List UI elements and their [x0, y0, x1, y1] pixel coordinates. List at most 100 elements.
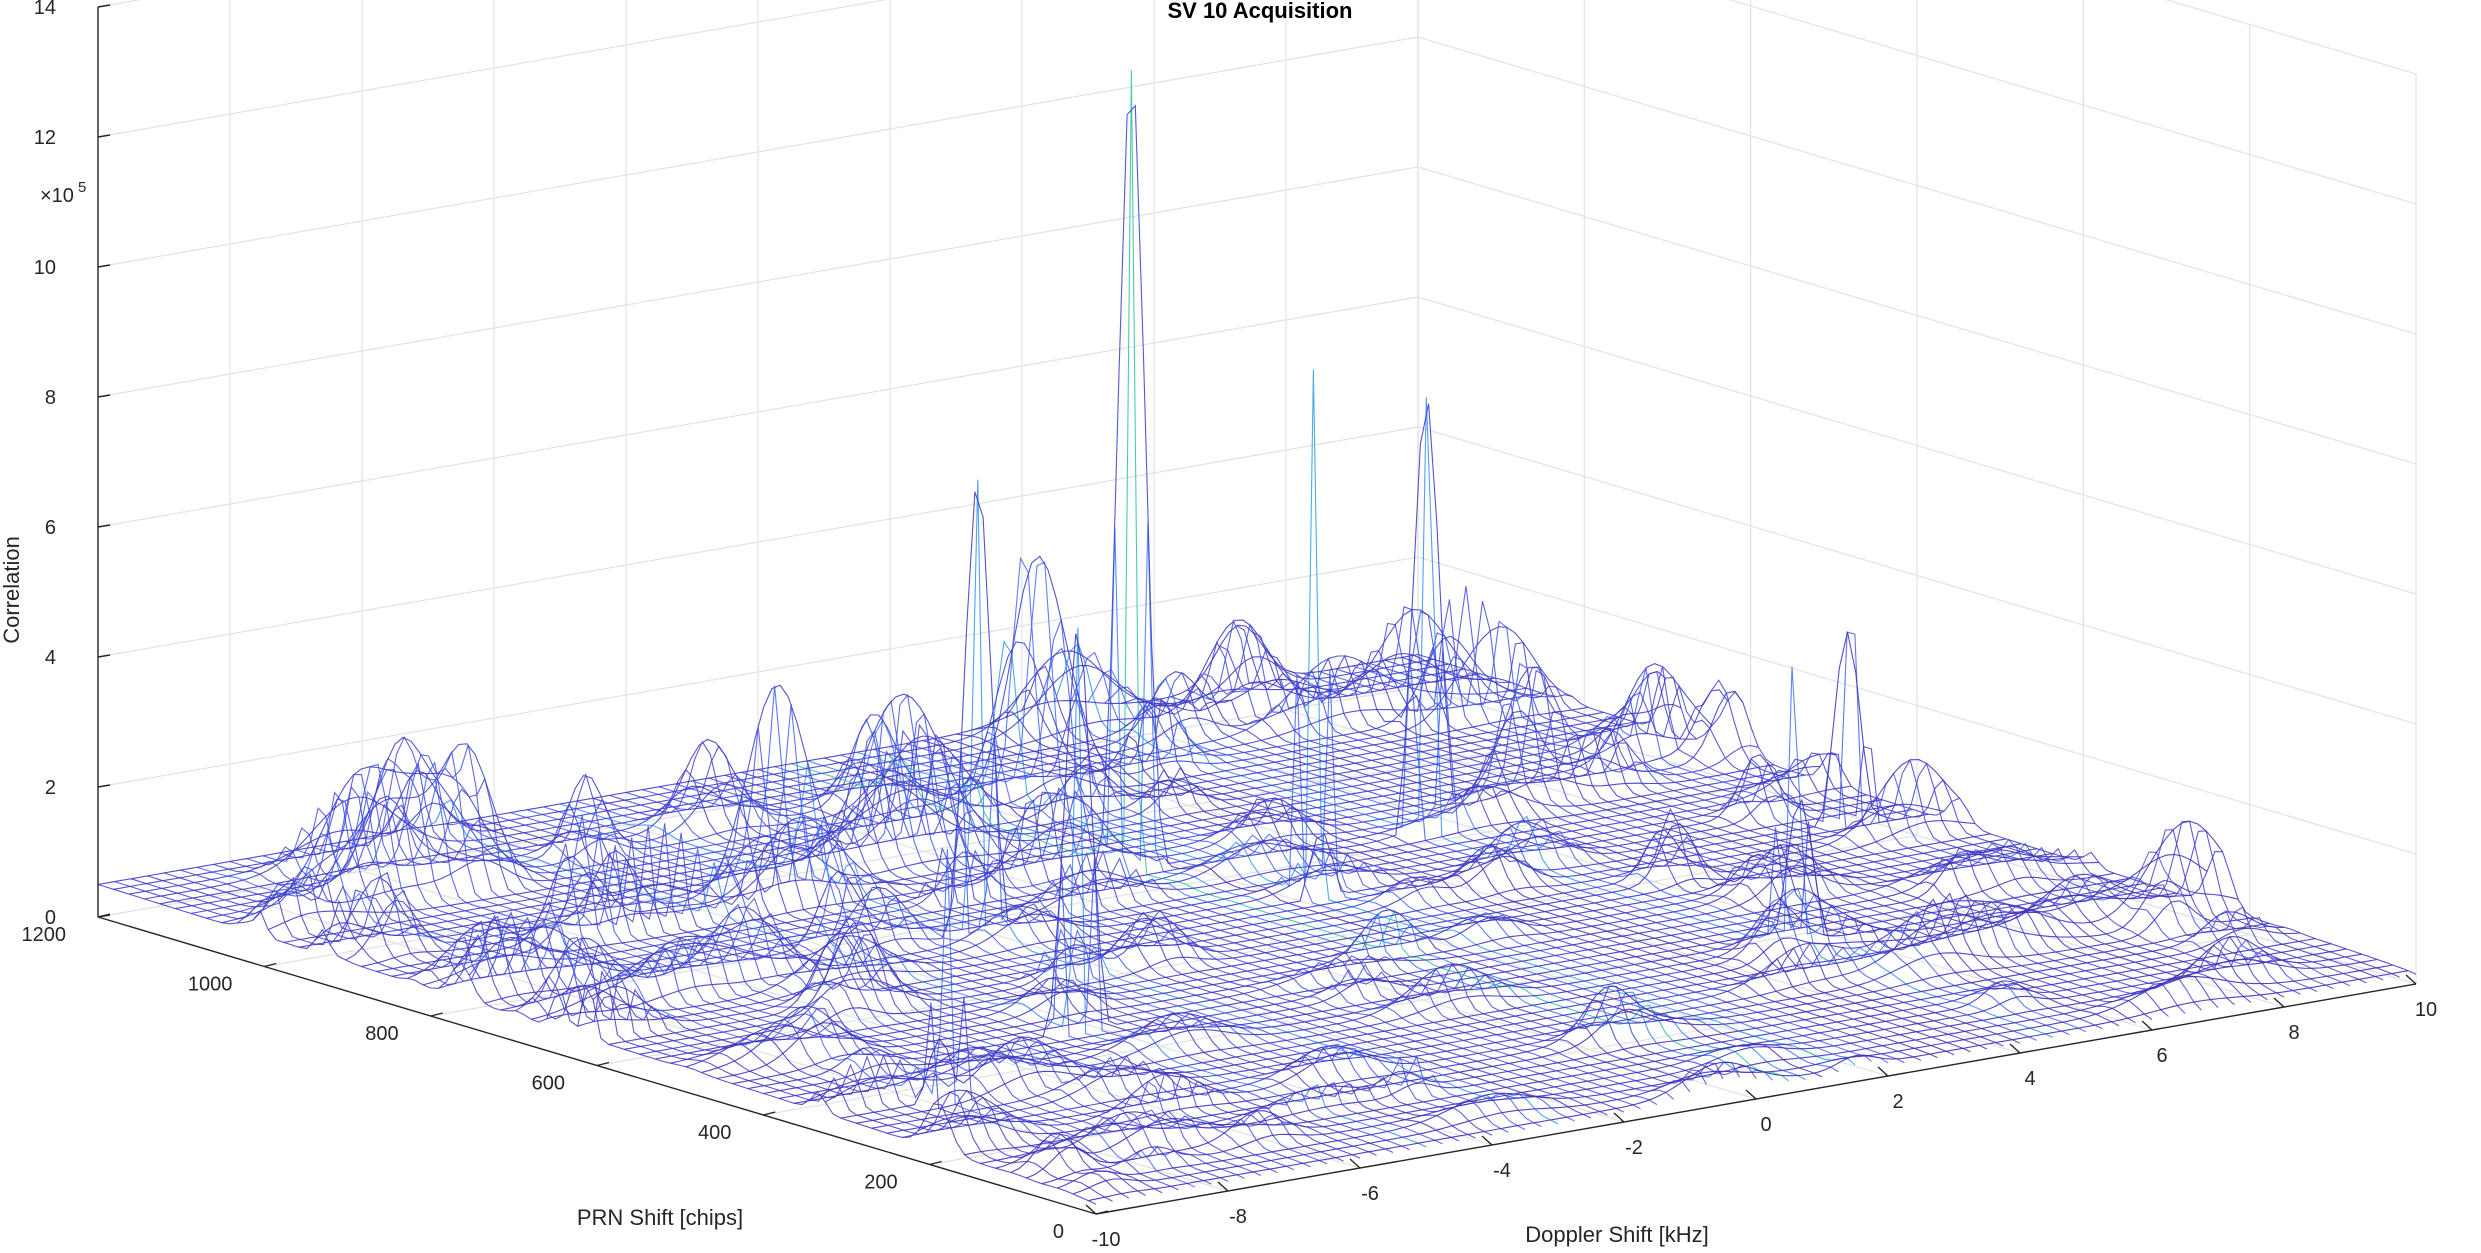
mesh-line-prn — [1041, 935, 2362, 1185]
doppler-tick-label: 0 — [1760, 1114, 1771, 1136]
mesh-line-prn — [515, 491, 1836, 1012]
mesh-line-doppler — [394, 761, 1394, 1154]
mesh-line-doppler — [1401, 656, 2400, 978]
mesh-line-prn — [221, 692, 1542, 924]
doppler-tick-label: 2 — [1892, 1091, 1903, 1113]
prn-tick-mark — [97, 913, 111, 918]
mesh-line-prn — [871, 873, 2192, 1129]
mesh-line-prn — [964, 911, 2285, 1156]
mesh-line-prn — [376, 733, 1697, 972]
doppler-tick-mark — [1217, 1181, 1229, 1192]
mesh-line-doppler — [906, 619, 1905, 1064]
mesh-line-doppler — [807, 521, 1806, 1081]
grid-line — [1417, 556, 2417, 855]
mesh-line-prn — [113, 650, 1434, 890]
mesh-line-doppler — [246, 763, 1245, 1179]
mesh-line-prn — [391, 663, 1713, 977]
mesh-line-prn — [468, 403, 1790, 976]
prn-tick-label: 400 — [698, 1122, 731, 1144]
mesh-line-doppler — [1070, 648, 2070, 1036]
mesh-line-prn — [500, 765, 1821, 1011]
mesh-line-doppler — [345, 777, 1344, 1162]
z-tick-label: 4 — [45, 647, 56, 669]
mesh-line-doppler — [1417, 653, 2417, 975]
mesh-line-doppler — [229, 773, 1229, 1182]
doppler-tick-label: 10 — [2415, 999, 2437, 1021]
mesh-line-doppler — [114, 881, 1113, 1202]
grid-line — [1728, 0, 2417, 205]
mesh-line-doppler — [625, 745, 1625, 1113]
z-tick-label: 8 — [45, 387, 56, 409]
mesh-line-prn — [1088, 970, 2409, 1202]
grid-line — [1417, 426, 2417, 725]
mesh-line-prn — [670, 833, 1991, 1064]
doppler-tick-label: -10 — [1092, 1229, 1121, 1251]
mesh-line-prn — [995, 938, 2316, 1169]
mesh-line-prn — [453, 764, 1774, 970]
grid-line — [1417, 296, 2417, 595]
prn-tick-mark — [763, 1111, 776, 1116]
mesh-line-prn — [236, 635, 1558, 924]
mesh-line-prn — [190, 609, 1511, 914]
chart-title: SV 10 Acquisition — [1167, 0, 1352, 23]
mesh-line-prn — [732, 853, 2053, 1085]
mesh-line-prn — [206, 655, 1527, 919]
mesh-line-doppler — [1219, 645, 2219, 1008]
grid-line — [97, 296, 1419, 528]
prn-tick-label: 1200 — [22, 924, 67, 946]
mesh-line-doppler — [724, 729, 1724, 1081]
doppler-tick-mark — [1349, 1158, 1361, 1169]
z-tick-label: 2 — [45, 777, 56, 799]
mesh-line-prn — [546, 753, 1867, 1020]
mesh-line-doppler — [1186, 619, 2186, 1014]
doppler-tick-mark — [2141, 1020, 2153, 1031]
z-tick-mark — [97, 4, 111, 8]
doppler-tick-mark — [1877, 1066, 1889, 1077]
mesh-line-prn — [1072, 964, 2393, 1195]
z-exponent-label: ×10 5 — [40, 179, 86, 207]
mesh-line-prn — [144, 619, 1465, 900]
doppler-tick-label: -8 — [1229, 1206, 1247, 1228]
mesh-line-prn — [624, 803, 1945, 1050]
mesh-line-prn — [608, 813, 1929, 1045]
correlation-surface-mesh — [97, 70, 2417, 1205]
mesh-line-doppler — [576, 741, 1575, 1122]
grid-line — [97, 36, 1419, 268]
mesh-line-prn — [794, 872, 2115, 1104]
mesh-line-prn — [902, 820, 2224, 1138]
mesh-line-prn — [979, 927, 2301, 1164]
mesh-line-doppler — [873, 556, 1872, 1063]
mesh-line-doppler — [1335, 601, 2334, 990]
mesh-line-prn — [824, 882, 2146, 1103]
doppler-tick-mark — [1745, 1089, 1757, 1100]
mesh-line-prn — [97, 624, 1419, 886]
mesh-line-doppler — [312, 750, 1311, 1168]
grid-line — [97, 556, 1419, 788]
mesh-line-prn — [592, 631, 1914, 1022]
mesh-line-prn — [438, 104, 1759, 989]
mesh-line-doppler — [691, 712, 1691, 1093]
z-exponent-base: ×10 — [40, 185, 74, 207]
grid-line — [264, 735, 1585, 968]
mesh-line-doppler — [493, 796, 1493, 1136]
mesh-line-doppler — [1120, 687, 2120, 1027]
mesh-line-doppler — [1203, 623, 2202, 1011]
mesh-line-prn — [1010, 943, 2331, 1173]
z-tick-label: 10 — [34, 257, 56, 279]
mesh-line-prn — [577, 804, 1898, 1027]
x-axis-label: Doppler Shift [kHz] — [1525, 1222, 1708, 1247]
mesh-line-prn — [716, 844, 2037, 1080]
prn-tick-label: 600 — [532, 1073, 565, 1095]
mesh-line-doppler — [1252, 631, 2252, 1003]
mesh-line-prn — [314, 721, 1635, 942]
mesh-line-prn — [1026, 948, 2347, 1179]
mesh-line-prn — [948, 922, 2270, 1135]
mesh-line-prn — [252, 555, 1573, 921]
mesh-line-doppler — [1236, 625, 2235, 1006]
mesh-line-prn — [329, 693, 1651, 946]
doppler-tick-mark — [2405, 974, 2417, 985]
mesh-line-doppler — [1153, 673, 2153, 1021]
doppler-tick-mark — [2009, 1043, 2021, 1054]
mesh-line-prn — [283, 711, 1604, 943]
mesh-line-prn — [856, 892, 2177, 1124]
